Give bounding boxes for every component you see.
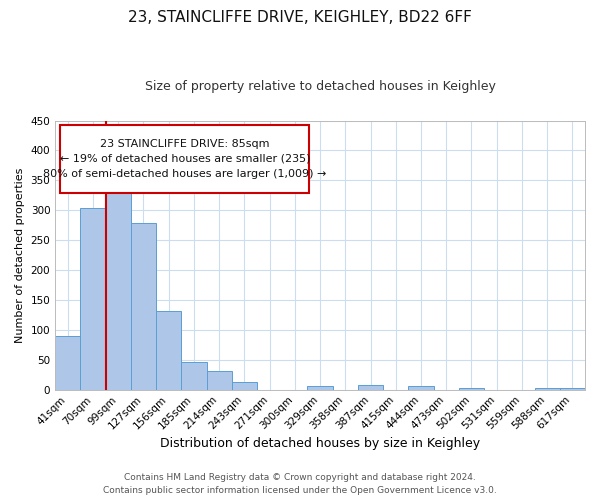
Bar [459,388,484,390]
Bar [80,208,106,390]
Bar [106,186,131,390]
Text: 23, STAINCLIFFE DRIVE, KEIGHLEY, BD22 6FF: 23, STAINCLIFFE DRIVE, KEIGHLEY, BD22 6F… [128,10,472,25]
Bar [560,388,585,390]
Bar [358,385,383,390]
Text: 23 STAINCLIFFE DRIVE: 85sqm
← 19% of detached houses are smaller (235)
80% of se: 23 STAINCLIFFE DRIVE: 85sqm ← 19% of det… [43,139,326,178]
FancyBboxPatch shape [61,124,310,193]
X-axis label: Distribution of detached houses by size in Keighley: Distribution of detached houses by size … [160,437,480,450]
Bar [535,388,560,390]
Title: Size of property relative to detached houses in Keighley: Size of property relative to detached ho… [145,80,496,93]
Bar [409,386,434,390]
Bar [131,224,156,390]
Bar [307,386,332,390]
Y-axis label: Number of detached properties: Number of detached properties [15,168,25,343]
Bar [181,362,206,390]
Bar [55,336,80,390]
Bar [206,371,232,390]
Text: Contains HM Land Registry data © Crown copyright and database right 2024.
Contai: Contains HM Land Registry data © Crown c… [103,474,497,495]
Bar [156,311,181,390]
Bar [232,382,257,390]
